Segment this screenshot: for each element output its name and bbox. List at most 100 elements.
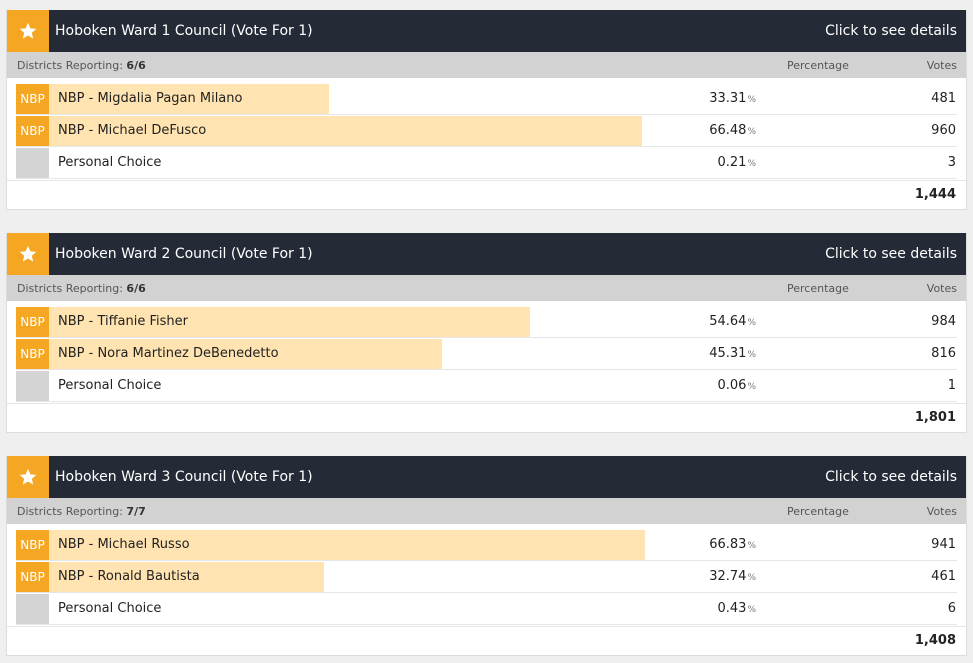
candidate-name: NBP - Michael Russo bbox=[58, 537, 190, 552]
vote-share-bar bbox=[16, 562, 324, 592]
candidate-votes: 984 bbox=[931, 314, 956, 329]
percentage-value: 33.31 bbox=[709, 91, 747, 106]
party-badge: NBP bbox=[16, 562, 49, 592]
districts-reporting: Districts Reporting: 6/6 bbox=[17, 282, 787, 295]
vote-share-bar bbox=[16, 116, 642, 146]
race-card: Hoboken Ward 1 Council (Vote For 1) Click… bbox=[6, 10, 967, 210]
party-badge: NBP bbox=[16, 307, 49, 337]
race-title: Hoboken Ward 3 Council (Vote For 1) bbox=[55, 469, 313, 485]
candidate-list: NBP NBP - Migdalia Pagan Milano 33.31% 481 N… bbox=[7, 78, 966, 179]
details-link[interactable]: Click to see details bbox=[825, 469, 957, 485]
candidate-name: NBP - Tiffanie Fisher bbox=[58, 314, 188, 329]
details-link[interactable]: Click to see details bbox=[825, 23, 957, 39]
race-header[interactable]: Hoboken Ward 2 Council (Vote For 1) Click… bbox=[7, 233, 966, 275]
percent-sign: % bbox=[747, 605, 756, 615]
race-header[interactable]: Hoboken Ward 1 Council (Vote For 1) Click… bbox=[7, 10, 966, 52]
votes-column-header: Votes bbox=[926, 58, 957, 72]
candidate-percentage: 0.43% bbox=[656, 594, 756, 625]
party-badge bbox=[16, 594, 49, 624]
districts-reporting-bar: Districts Reporting: 7/7 Percentage Votes bbox=[7, 498, 966, 524]
districts-reporting-bar: Districts Reporting: 6/6 Percentage Votes bbox=[7, 52, 966, 78]
party-badge: NBP bbox=[16, 116, 49, 146]
candidate-percentage: 66.83% bbox=[656, 530, 756, 561]
candidate-row: Personal Choice 0.06% 1 bbox=[16, 371, 957, 402]
total-votes: 1,444 bbox=[7, 180, 966, 209]
candidate-list: NBP NBP - Tiffanie Fisher 54.64% 984 NBP NBP … bbox=[7, 301, 966, 402]
candidate-row: NBP NBP - Nora Martinez DeBenedetto 45.31%… bbox=[16, 339, 957, 370]
candidate-percentage: 66.48% bbox=[656, 116, 756, 147]
percentage-value: 66.83 bbox=[709, 537, 747, 552]
districts-reporting-bar: Districts Reporting: 6/6 Percentage Votes bbox=[7, 275, 966, 301]
candidate-votes: 3 bbox=[947, 155, 956, 170]
candidate-name: NBP - Michael DeFusco bbox=[58, 123, 207, 138]
candidate-name: NBP - Nora Martinez DeBenedetto bbox=[58, 346, 279, 361]
percent-sign: % bbox=[747, 95, 756, 105]
votes-column-header: Votes bbox=[926, 281, 957, 295]
percentage-value: 54.64 bbox=[709, 314, 747, 329]
percentage-column-header: Percentage bbox=[787, 281, 849, 295]
candidate-percentage: 45.31% bbox=[656, 339, 756, 370]
race-header[interactable]: Hoboken Ward 3 Council (Vote For 1) Click… bbox=[7, 456, 966, 498]
vote-share-bar bbox=[16, 530, 645, 560]
candidate-votes: 960 bbox=[931, 123, 956, 138]
candidate-row: NBP NBP - Michael DeFusco 66.48% 960 bbox=[16, 116, 957, 147]
percentage-column-header: Percentage bbox=[787, 58, 849, 72]
party-badge bbox=[16, 371, 49, 401]
candidate-name: NBP - Migdalia Pagan Milano bbox=[58, 91, 243, 106]
percentage-value: 45.31 bbox=[709, 346, 747, 361]
star-icon[interactable] bbox=[7, 456, 49, 498]
candidate-percentage: 33.31% bbox=[656, 84, 756, 115]
districts-reporting-value: 6/6 bbox=[126, 281, 146, 295]
candidate-name: NBP - Ronald Bautista bbox=[58, 569, 200, 584]
percent-sign: % bbox=[747, 541, 756, 551]
total-votes: 1,408 bbox=[7, 626, 966, 655]
districts-reporting-value: 7/7 bbox=[126, 504, 146, 518]
percentage-value: 0.21 bbox=[717, 155, 747, 170]
percentage-value: 0.43 bbox=[717, 601, 747, 616]
percentage-value: 32.74 bbox=[709, 569, 747, 584]
candidate-name: Personal Choice bbox=[58, 601, 162, 616]
candidate-row: Personal Choice 0.21% 3 bbox=[16, 148, 957, 179]
race-card: Hoboken Ward 2 Council (Vote For 1) Click… bbox=[6, 233, 967, 433]
districts-reporting-value: 6/6 bbox=[126, 58, 146, 72]
candidate-percentage: 0.06% bbox=[656, 371, 756, 402]
candidate-votes: 941 bbox=[931, 537, 956, 552]
candidate-votes: 6 bbox=[947, 601, 956, 616]
vote-share-bar bbox=[16, 339, 442, 369]
percent-sign: % bbox=[747, 350, 756, 360]
details-link[interactable]: Click to see details bbox=[825, 246, 957, 262]
race-card: Hoboken Ward 3 Council (Vote For 1) Click… bbox=[6, 456, 967, 656]
star-icon[interactable] bbox=[7, 233, 49, 275]
districts-reporting-label: Districts Reporting: bbox=[17, 504, 123, 518]
percent-sign: % bbox=[747, 159, 756, 169]
candidate-percentage: 0.21% bbox=[656, 148, 756, 179]
party-badge bbox=[16, 148, 49, 178]
party-badge: NBP bbox=[16, 84, 49, 114]
race-title: Hoboken Ward 1 Council (Vote For 1) bbox=[55, 23, 313, 39]
districts-reporting: Districts Reporting: 7/7 bbox=[17, 505, 787, 518]
total-votes: 1,801 bbox=[7, 403, 966, 432]
candidate-list: NBP NBP - Michael Russo 66.83% 941 NBP NBP - … bbox=[7, 524, 966, 625]
vote-share-bar bbox=[16, 307, 530, 337]
percentage-column-header: Percentage bbox=[787, 504, 849, 518]
districts-reporting-label: Districts Reporting: bbox=[17, 281, 123, 295]
party-badge: NBP bbox=[16, 339, 49, 369]
candidate-votes: 481 bbox=[931, 91, 956, 106]
candidate-percentage: 54.64% bbox=[656, 307, 756, 338]
districts-reporting-label: Districts Reporting: bbox=[17, 58, 123, 72]
candidate-row: NBP NBP - Ronald Bautista 32.74% 461 bbox=[16, 562, 957, 593]
candidate-votes: 1 bbox=[947, 378, 956, 393]
percentage-value: 66.48 bbox=[709, 123, 747, 138]
candidate-name: Personal Choice bbox=[58, 378, 162, 393]
star-icon[interactable] bbox=[7, 10, 49, 52]
candidate-name: Personal Choice bbox=[58, 155, 162, 170]
candidate-row: Personal Choice 0.43% 6 bbox=[16, 594, 957, 625]
race-title: Hoboken Ward 2 Council (Vote For 1) bbox=[55, 246, 313, 262]
candidate-votes: 461 bbox=[931, 569, 956, 584]
candidate-row: NBP NBP - Tiffanie Fisher 54.64% 984 bbox=[16, 307, 957, 338]
districts-reporting: Districts Reporting: 6/6 bbox=[17, 59, 787, 72]
percent-sign: % bbox=[747, 127, 756, 137]
party-badge: NBP bbox=[16, 530, 49, 560]
candidate-votes: 816 bbox=[931, 346, 956, 361]
percentage-value: 0.06 bbox=[717, 378, 747, 393]
